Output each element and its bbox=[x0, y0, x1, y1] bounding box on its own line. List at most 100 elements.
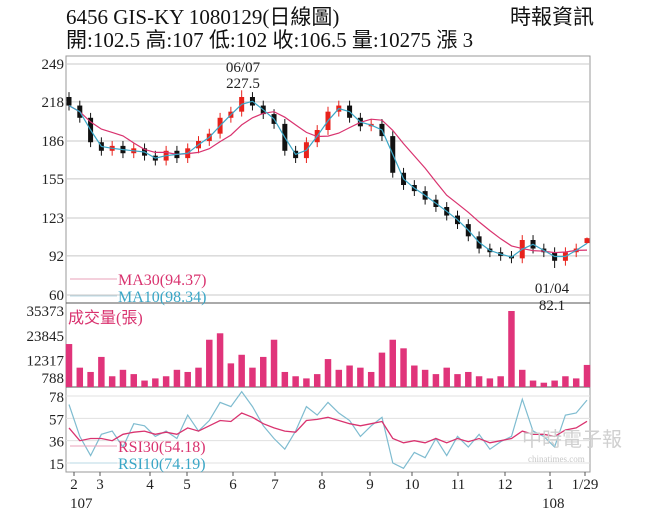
rsi-tick-label: 78 bbox=[49, 390, 64, 406]
volume-bar bbox=[292, 376, 299, 387]
candle-body bbox=[584, 238, 590, 244]
volume-bar bbox=[98, 356, 105, 387]
volume-bar bbox=[572, 378, 580, 387]
volume-bar bbox=[152, 378, 159, 387]
watermark-logo: 中時電子報 bbox=[522, 428, 622, 451]
volume-bar bbox=[367, 371, 375, 387]
volume-tick-label: 35373 bbox=[27, 304, 65, 320]
ma10-legend: MA10(98.34) bbox=[118, 289, 206, 306]
ma10-line bbox=[68, 100, 588, 258]
price-tick-label: 218 bbox=[42, 95, 65, 111]
volume-bar bbox=[65, 344, 73, 387]
volume-bar bbox=[270, 339, 278, 387]
volume-bar bbox=[335, 369, 343, 387]
volume-bar bbox=[486, 378, 494, 387]
peak-value-label: 227.5 bbox=[226, 76, 260, 92]
volume-bar bbox=[421, 369, 429, 387]
price-tick-label: 186 bbox=[42, 134, 65, 150]
volume-bar bbox=[87, 371, 94, 387]
volume-bar bbox=[411, 365, 418, 387]
ma30-legend: MA30(94.37) bbox=[118, 272, 206, 289]
rsi-tick-label: 57 bbox=[49, 412, 65, 428]
year-label-107: 107 bbox=[70, 496, 93, 512]
x-tick-label: 11 bbox=[451, 477, 465, 493]
volume-bar bbox=[238, 354, 245, 387]
volume-bar bbox=[389, 339, 396, 387]
volume-bar bbox=[519, 369, 526, 387]
price-tick-label: 92 bbox=[49, 249, 64, 265]
rsi10-legend: RSI10(74.19) bbox=[118, 456, 206, 473]
watermark-url: chinatimes.com bbox=[528, 454, 585, 464]
volume-bar bbox=[562, 376, 569, 387]
volume-bar bbox=[76, 367, 84, 387]
plot-border bbox=[65, 55, 591, 473]
volume-title: 成交量(張) bbox=[68, 309, 143, 327]
volume-bar bbox=[216, 333, 224, 387]
volume-bar bbox=[324, 359, 332, 387]
x-tick-label: 2 bbox=[70, 477, 78, 493]
volume-bar bbox=[206, 339, 213, 387]
rsi30-line bbox=[68, 412, 588, 444]
x-tick-label: 9 bbox=[366, 477, 374, 493]
year-label-108: 108 bbox=[542, 496, 565, 512]
volume-bar bbox=[551, 380, 558, 387]
rsi10-line bbox=[68, 390, 588, 470]
candle-body bbox=[66, 97, 72, 106]
volume-bar bbox=[432, 374, 440, 387]
volume-tick-label: 23845 bbox=[27, 329, 65, 345]
volume-bar bbox=[313, 374, 321, 387]
x-tick-label: 1/29 bbox=[572, 477, 599, 493]
x-axis-month-labels: 2 3 4 5 6 7 8 9 10 11 12 1 1/29 bbox=[70, 472, 598, 493]
peak-date-label: 06/07 bbox=[226, 60, 261, 76]
x-tick-label: 7 bbox=[271, 477, 279, 493]
volume-bar bbox=[540, 382, 548, 387]
volume-bar bbox=[162, 376, 170, 387]
volume-tick-label: 12317 bbox=[27, 354, 65, 370]
x-tick-label: 10 bbox=[405, 477, 420, 493]
volume-bar bbox=[454, 374, 461, 387]
x-tick-label: 1 bbox=[546, 477, 554, 493]
gridlines bbox=[66, 63, 590, 464]
volume-bar bbox=[195, 367, 202, 387]
low-date-label: 01/04 bbox=[535, 281, 570, 297]
volume-bar bbox=[497, 376, 504, 387]
price-tick-label: 249 bbox=[42, 57, 65, 73]
volume-bar bbox=[303, 378, 310, 387]
volume-bar bbox=[465, 371, 472, 387]
volume-bar bbox=[508, 311, 515, 387]
volume-bar bbox=[130, 374, 137, 387]
volume-bar bbox=[173, 369, 181, 387]
x-tick-label: 3 bbox=[96, 477, 104, 493]
volume-tick-label: 788 bbox=[42, 371, 65, 387]
volume-bar bbox=[400, 348, 407, 387]
x-tick-label: 8 bbox=[318, 477, 326, 493]
volume-bar bbox=[443, 367, 450, 387]
volume-bar bbox=[346, 365, 353, 387]
ma30-line bbox=[68, 105, 588, 254]
chart-title: 6456 GIS-KY 1080129(日線圖) bbox=[66, 5, 339, 29]
volume-bar bbox=[108, 376, 116, 387]
rsi-tick-label: 36 bbox=[49, 435, 65, 451]
volume-bar bbox=[141, 380, 148, 387]
volume-bar bbox=[281, 371, 289, 387]
volume-bar bbox=[357, 367, 364, 387]
source-label: 時報資訊 bbox=[510, 5, 594, 29]
volume-bar bbox=[378, 352, 386, 387]
rsi-tick-label: 15 bbox=[49, 457, 64, 473]
x-tick-label: 6 bbox=[229, 477, 237, 493]
volume-bar bbox=[184, 371, 191, 387]
volume-bars bbox=[65, 311, 591, 387]
x-tick-label: 4 bbox=[146, 477, 154, 493]
volume-bar bbox=[249, 367, 256, 387]
price-tick-label: 60 bbox=[49, 288, 64, 304]
price-tick-label: 123 bbox=[42, 211, 65, 227]
volume-bar bbox=[529, 380, 537, 387]
quote-summary: 開:102.5 高:107 低:102 收:106.5 量:10275 漲 3 bbox=[66, 28, 473, 52]
volume-bar bbox=[260, 356, 267, 387]
volume-bar bbox=[583, 364, 591, 387]
x-tick-label: 5 bbox=[183, 477, 191, 493]
low-value-label: 82.1 bbox=[539, 298, 565, 314]
price-tick-label: 155 bbox=[42, 172, 65, 188]
